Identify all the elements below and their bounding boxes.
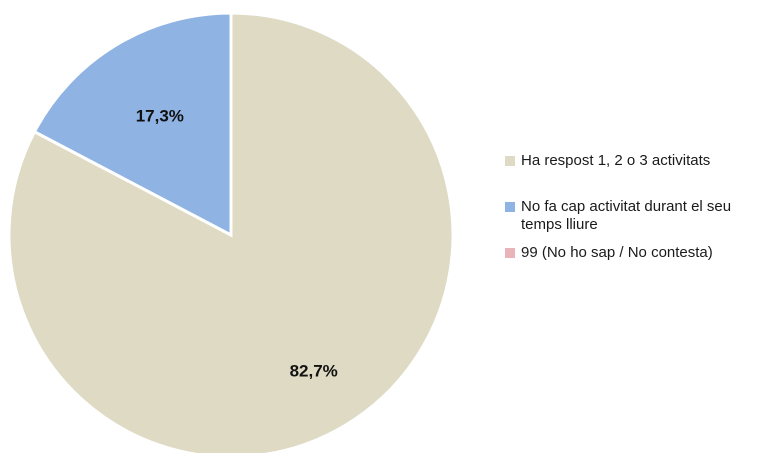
legend-swatch xyxy=(505,248,515,258)
legend-swatch xyxy=(505,156,515,166)
legend-swatch xyxy=(505,202,515,212)
legend-label: No fa cap activitat durant el seu temps … xyxy=(521,198,732,233)
pie-slice xyxy=(32,11,233,238)
pie-chart: 82,7% 17,3% xyxy=(7,11,455,453)
legend-label: 99 (No ho sap / No contesta) xyxy=(521,244,713,261)
slice-labels: 82,7% 17,3% xyxy=(136,107,338,381)
slice-value-label: 82,7% xyxy=(290,361,338,380)
legend-item-no-ho-sap: 99 (No ho sap / No contesta) xyxy=(505,244,767,262)
legend-item-no-fa-cap-activitat: No fa cap activitat durant el seu temps … xyxy=(505,198,767,234)
legend-label: Ha respost 1, 2 o 3 activitats xyxy=(521,152,711,169)
legend: Ha respost 1, 2 o 3 activitats No fa cap… xyxy=(505,152,767,262)
legend-item-ha-respost: Ha respost 1, 2 o 3 activitats xyxy=(505,152,767,170)
slice-value-label: 17,3% xyxy=(136,107,184,126)
pie-slices xyxy=(7,11,455,453)
